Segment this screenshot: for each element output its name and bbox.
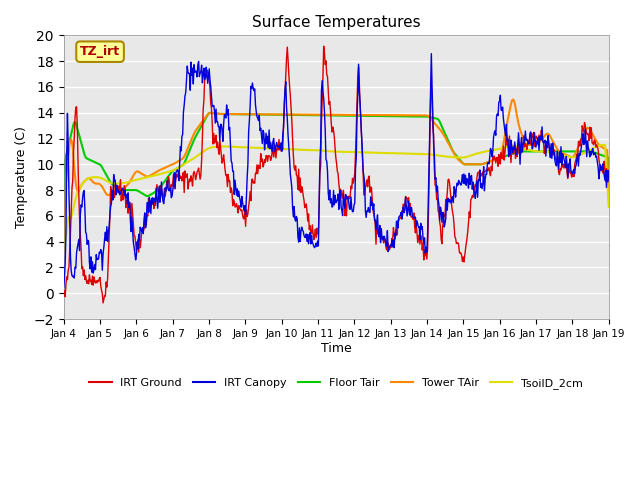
Text: TZ_irt: TZ_irt <box>80 45 120 58</box>
Title: Surface Temperatures: Surface Temperatures <box>252 15 420 30</box>
Legend: IRT Ground, IRT Canopy, Floor Tair, Tower TAir, TsoilD_2cm: IRT Ground, IRT Canopy, Floor Tair, Towe… <box>85 373 588 393</box>
Y-axis label: Temperature (C): Temperature (C) <box>15 126 28 228</box>
X-axis label: Time: Time <box>321 342 351 355</box>
